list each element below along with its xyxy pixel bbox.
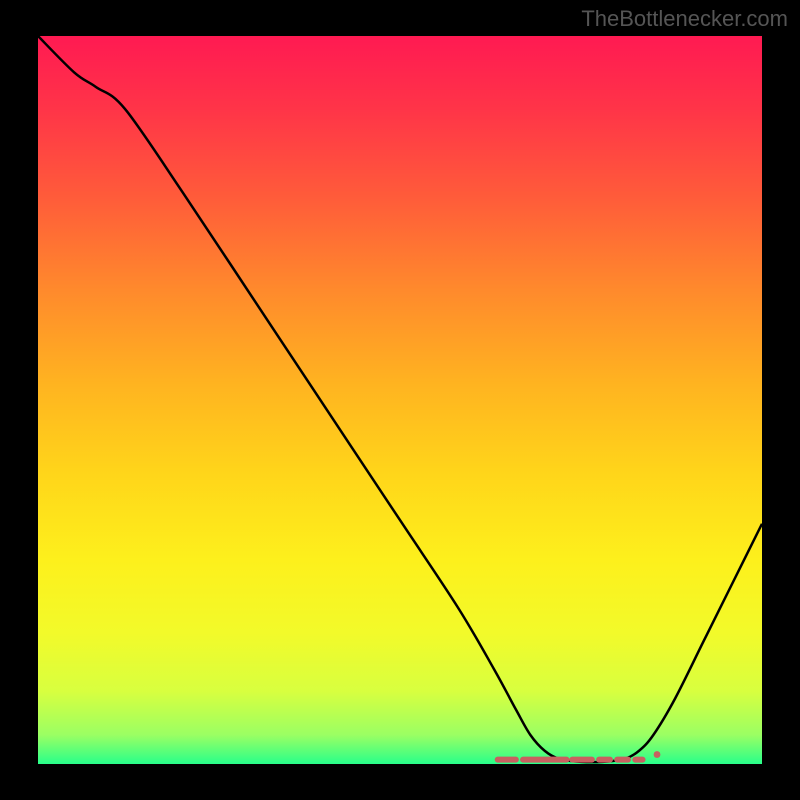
watermark-text: TheBottlenecker.com — [581, 6, 788, 32]
bottleneck-chart — [0, 0, 800, 800]
chart-container: TheBottlenecker.com — [0, 0, 800, 800]
marker-end-dot — [654, 751, 661, 758]
plot-background — [38, 36, 762, 764]
